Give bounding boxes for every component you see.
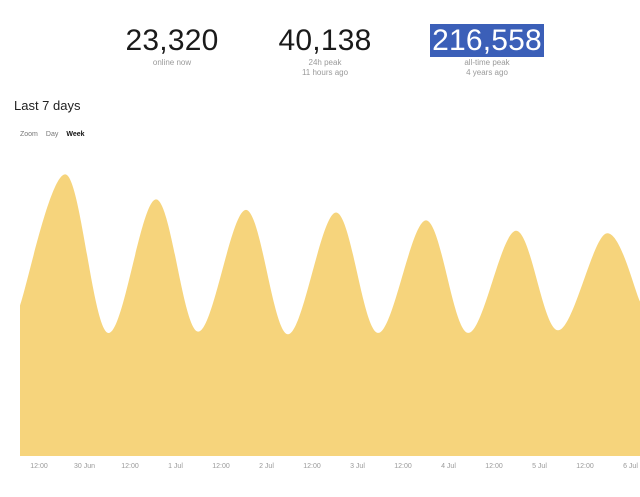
x-tick-label: 6 Jul xyxy=(623,463,638,470)
x-tick-label: 12:00 xyxy=(212,463,230,470)
stats-bar: 23,320 online now 40,138 24h peak 11 hou… xyxy=(0,0,640,90)
x-tick-label: 4 Jul xyxy=(441,463,456,470)
x-tick-label: 30 Jun xyxy=(74,463,95,470)
zoom-day-button[interactable]: Day xyxy=(45,131,59,138)
stat-online-now-label: online now xyxy=(152,58,192,67)
stat-all-time-peak-value[interactable]: 216,558 xyxy=(430,24,544,57)
stat-24h-peak: 40,138 24h peak 11 hours ago xyxy=(270,24,380,78)
x-tick-label: 12:00 xyxy=(485,463,503,470)
stat-online-now: 23,320 online now xyxy=(118,24,226,68)
zoom-controls: Zoom Day Week xyxy=(20,131,85,138)
x-tick-label: 2 Jul xyxy=(259,463,274,470)
x-tick-label: 12:00 xyxy=(576,463,594,470)
section-title: Last 7 days xyxy=(14,98,81,113)
stat-24h-peak-value: 40,138 xyxy=(278,24,372,57)
x-tick-label: 12:00 xyxy=(121,463,139,470)
x-axis-ticks: 12:00 30 Jun 12:00 1 Jul 12:00 2 Jul 12:00 3 Ju… xyxy=(30,463,638,470)
stat-all-time-peak-time: 4 years ago xyxy=(466,68,508,77)
x-tick-label: 12:00 xyxy=(394,463,412,470)
zoom-label: Zoom xyxy=(20,131,38,138)
x-tick-label: 3 Jul xyxy=(350,463,365,470)
player-count-chart: 12:00 30 Jun 12:00 1 Jul 12:00 2 Jul 12:00 3 Ju… xyxy=(20,174,640,470)
x-tick-label: 5 Jul xyxy=(532,463,547,470)
x-tick-label: 12:00 xyxy=(303,463,321,470)
x-tick-label: 12:00 xyxy=(30,463,48,470)
stat-all-time-peak-label: all-time peak xyxy=(464,58,510,67)
zoom-week-button[interactable]: Week xyxy=(66,131,85,138)
stat-online-now-value: 23,320 xyxy=(125,24,219,57)
x-tick-label: 1 Jul xyxy=(168,463,183,470)
stat-all-time-peak: 216,558 all-time peak 4 years ago xyxy=(425,24,549,78)
stat-24h-peak-time: 11 hours ago xyxy=(301,68,349,77)
stat-24h-peak-label: 24h peak xyxy=(308,58,342,67)
chart-area xyxy=(20,174,640,456)
